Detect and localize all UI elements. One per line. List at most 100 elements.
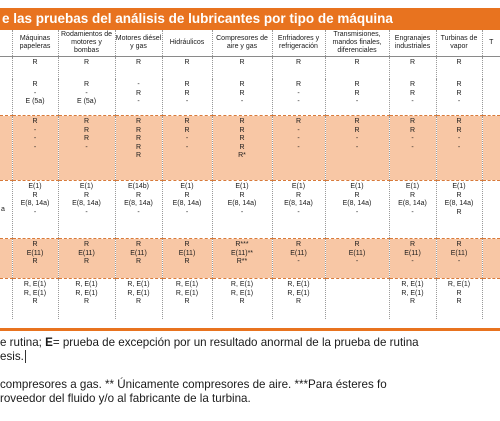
cell-text: R: [354, 191, 360, 199]
footnote-line-2: esis.: [0, 350, 26, 363]
cell-text: R: [409, 241, 416, 248]
cell-text: R: [409, 126, 416, 134]
cell-text: R, E(1): [401, 289, 424, 297]
footnote-line-3: compresores a gas. ** Únicamente compres…: [0, 378, 387, 391]
table-cell: [0, 238, 12, 279]
cell-text: R: [83, 81, 90, 88]
cell-text: R, E(1): [175, 289, 199, 297]
cell-text: -: [411, 258, 414, 266]
cell-text: R: [409, 298, 416, 306]
cell-text: R, E(1): [230, 281, 254, 288]
cell-text: -: [137, 81, 140, 88]
cell-text: R: [239, 126, 245, 134]
table-row: R, E(1) R, E(1) R R, E(1) R, E(1) R R, E(1) R, …: [0, 278, 500, 319]
cell-text: -: [411, 98, 414, 106]
cell-text: R*: [238, 152, 246, 160]
cell-text: -: [297, 258, 300, 266]
cell-text: E(8, 14a): [124, 200, 153, 208]
cell-text: R: [135, 143, 142, 151]
cell-text: R: [239, 118, 245, 125]
cell-text: R: [456, 126, 462, 134]
table-cell: R*** E(11)** R**: [211, 238, 272, 279]
cell-text: -: [137, 98, 140, 106]
cell-text: -: [185, 98, 189, 106]
table-cell: [481, 115, 500, 181]
table-cell: R--: [271, 79, 325, 116]
cell-text: -: [33, 89, 37, 97]
cell-text: E(8, 14a): [227, 200, 257, 208]
cell-text: -: [33, 135, 37, 143]
cell-text: R, E(1): [75, 281, 98, 288]
cell-text: -: [297, 126, 300, 134]
cell-text: R: [32, 191, 38, 199]
cell-text: R: [456, 289, 462, 297]
cell-text: R, E(1): [287, 281, 310, 288]
cell-text: E(1): [235, 183, 249, 190]
cell-text: R: [239, 191, 245, 199]
footnote-line-1: e rutina; E= prueba de excepción por un …: [0, 336, 419, 349]
cell-text: R: [83, 59, 90, 66]
table-cell: E(1) R E(8, 14a) -: [388, 180, 436, 239]
table-cell: R, E(1) R R: [435, 278, 482, 319]
cell-text: R: [184, 191, 190, 199]
cell-text: R: [409, 89, 416, 97]
cell-text: R, E(1): [23, 281, 47, 288]
cell-text: R: [135, 135, 142, 143]
table-cell: R E(11) R: [57, 238, 115, 279]
cell-text: R: [456, 208, 462, 216]
table-cell: [481, 79, 500, 116]
cell-text: E(1): [350, 183, 364, 190]
table-cell: R E(11) R: [161, 238, 212, 279]
column-header-8: Engranajes industriales: [388, 30, 436, 57]
cell-text: R: [456, 81, 462, 88]
cell-text: R: [83, 258, 90, 266]
table-cell: E(1) R E(8, 14a) R: [435, 180, 482, 239]
cell-text: -: [33, 208, 37, 216]
cell-text: E(11): [78, 249, 95, 257]
cell-text: R: [295, 298, 302, 306]
cell-text: R, E(1): [230, 289, 254, 297]
cell-text: R: [184, 298, 190, 306]
cell-text: -: [185, 143, 189, 151]
column-header-3: Motores diésel y gas: [114, 30, 162, 57]
cell-text: E(1): [291, 183, 306, 190]
cell-text: R: [135, 118, 142, 125]
table-cell: E(1) R E(8, 14a) -: [161, 180, 212, 239]
cell-text: R: [83, 135, 90, 143]
cell-text: R: [409, 118, 416, 125]
cell-text: R, E(1): [127, 289, 150, 297]
cell-text: R: [184, 118, 190, 125]
column-header-5: Compresores de aire y gas: [211, 30, 272, 57]
table-cell: R, E(1) R, E(1) R: [57, 278, 115, 319]
cell-text: E(11): [130, 249, 147, 257]
table-cell: -R-: [114, 79, 162, 116]
column-header-9: Turbinas de vapor: [435, 30, 482, 57]
cell-text: R: [295, 241, 302, 248]
cell-text: E(8, 14a): [444, 200, 474, 208]
cell-text: E(11): [450, 249, 468, 257]
cell-text: -: [355, 143, 359, 151]
cell-text: R, E(1): [401, 281, 424, 288]
table-cell: R, E(1) R, E(1) R: [11, 278, 58, 319]
column-header-1: Máquinas papeleras: [11, 30, 58, 57]
table-cell: [0, 79, 12, 116]
cell-text: R: [83, 118, 90, 125]
cell-text: R: [456, 89, 462, 97]
cell-text: E(8, 14a): [284, 200, 313, 208]
cell-text: R: [83, 191, 90, 199]
cell-text: E (5a): [25, 98, 45, 106]
cell-text: -: [411, 143, 414, 151]
cell-text: -: [240, 208, 244, 216]
table-cell: [481, 278, 500, 319]
cell-text: R: [32, 59, 38, 66]
cell-text: R: [354, 241, 360, 248]
cell-text: R: [354, 126, 360, 134]
cell-text: -: [411, 135, 414, 143]
column-header-0: [0, 30, 12, 57]
